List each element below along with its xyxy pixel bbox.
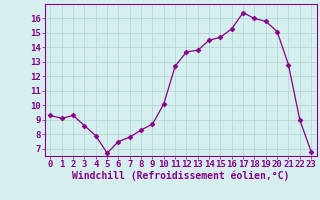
X-axis label: Windchill (Refroidissement éolien,°C): Windchill (Refroidissement éolien,°C) bbox=[72, 171, 290, 181]
